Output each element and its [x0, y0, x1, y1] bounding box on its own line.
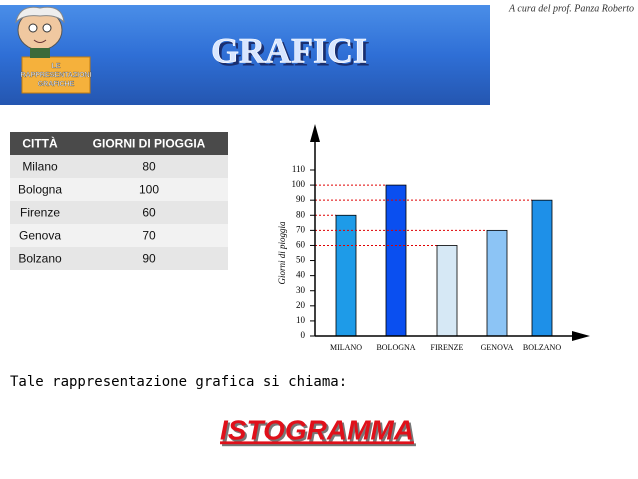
- y-tick-label: 110: [292, 164, 306, 174]
- table-cell: 90: [142, 252, 156, 266]
- table-cell: Firenze: [20, 206, 60, 220]
- table-cell: Genova: [19, 229, 61, 243]
- bar: [436, 245, 458, 337]
- y-tick-label: 70: [296, 224, 306, 234]
- x-tick-label: BOLOGNA: [376, 343, 415, 352]
- y-tick-label: 50: [296, 255, 306, 265]
- bar: [385, 184, 407, 337]
- y-tick-label: 40: [296, 270, 306, 280]
- table-cell: 70: [142, 229, 156, 243]
- column-header: GIORNI DI PIOGGIA: [93, 137, 206, 151]
- table-cell: Milano: [22, 160, 58, 174]
- x-axis-arrow: [572, 331, 590, 341]
- question: Tale rappresentazione grafica si chiama:: [10, 374, 347, 390]
- y-tick-label: 80: [296, 209, 306, 219]
- logo: [15, 6, 91, 94]
- x-tick-label: BOLZANO: [523, 343, 561, 352]
- table-cell: Bologna: [18, 183, 62, 197]
- y-tick-label: 90: [296, 194, 306, 204]
- table-header: [10, 132, 228, 155]
- logo-text: LE: [52, 63, 61, 70]
- table-row: [10, 247, 228, 270]
- bar: [486, 229, 508, 337]
- table-row: [10, 155, 228, 178]
- y-tick-label: 20: [296, 300, 306, 310]
- table: CITTÀ GIORNI DI PIOGGIA Milano 80 Bologna 100…: [10, 132, 228, 270]
- credit: A cura del prof. Panza Roberto: [508, 3, 634, 14]
- bar: [335, 214, 357, 337]
- y-tick-label: 60: [296, 240, 306, 250]
- bar: [531, 199, 553, 337]
- table-row: [10, 178, 228, 201]
- chart: 0 10 20 30 40 50 60 70 80 90 100 110 Giorni di piogg…: [277, 124, 590, 352]
- x-tick-label: MILANO: [330, 343, 362, 352]
- table-row: [10, 224, 228, 247]
- y-tick-label: 100: [292, 179, 306, 189]
- answer-shadow: ISTOGRAMMA: [222, 416, 416, 447]
- logo-text: GRAFICHE: [38, 81, 75, 88]
- table-cell: 100: [139, 183, 159, 197]
- y-tick-label: 30: [296, 285, 306, 295]
- y-axis-arrow: [310, 124, 320, 142]
- y-tick-label: 10: [296, 315, 306, 325]
- title: GRAFICI: [211, 30, 367, 70]
- title-shadow: GRAFICI: [214, 33, 370, 73]
- y-tick-label: 0: [301, 330, 306, 340]
- x-tick-label: GENOVA: [481, 343, 514, 352]
- x-tick-label: FIRENZE: [431, 343, 464, 352]
- column-header: CITTÀ: [22, 136, 58, 151]
- y-axis-label: Giorni di pioggia: [277, 221, 287, 285]
- table-cell: 60: [142, 206, 156, 220]
- logo-text: RAPPRESENTAZIONI: [20, 72, 91, 79]
- table-cell: 80: [142, 160, 156, 174]
- table-row: [10, 201, 228, 224]
- answer: ISTOGRAMMA: [220, 414, 414, 445]
- table-cell: Bolzano: [18, 252, 62, 266]
